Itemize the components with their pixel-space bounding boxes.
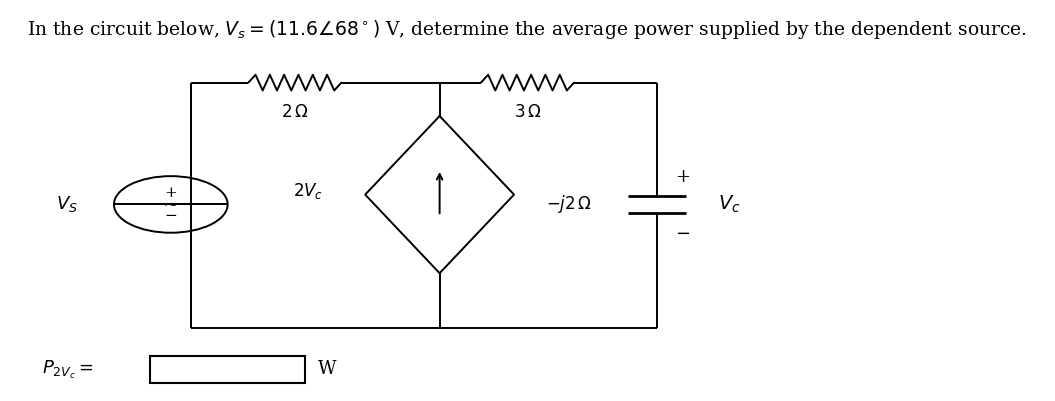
- Text: $V_S$: $V_S$: [57, 194, 78, 215]
- Bar: [150, 356, 305, 383]
- Text: −: −: [165, 209, 177, 223]
- Text: W: W: [318, 360, 337, 379]
- Text: In the circuit below, $V_s = (11.6\angle 68^\circ)$ V, determine the average pow: In the circuit below, $V_s = (11.6\angle…: [27, 18, 1028, 41]
- Text: +: +: [675, 168, 690, 186]
- Text: $V_c$: $V_c$: [717, 194, 741, 215]
- Text: +: +: [165, 186, 177, 200]
- Text: −: −: [675, 225, 690, 243]
- Text: $3\,\Omega$: $3\,\Omega$: [514, 103, 541, 121]
- Text: ~: ~: [162, 195, 179, 213]
- Text: $P_{2V_c}=$: $P_{2V_c}=$: [41, 358, 94, 381]
- Text: $-j2\,\Omega$: $-j2\,\Omega$: [545, 193, 592, 215]
- Text: $2V_c$: $2V_c$: [293, 181, 324, 200]
- Text: $2\,\Omega$: $2\,\Omega$: [282, 103, 308, 121]
